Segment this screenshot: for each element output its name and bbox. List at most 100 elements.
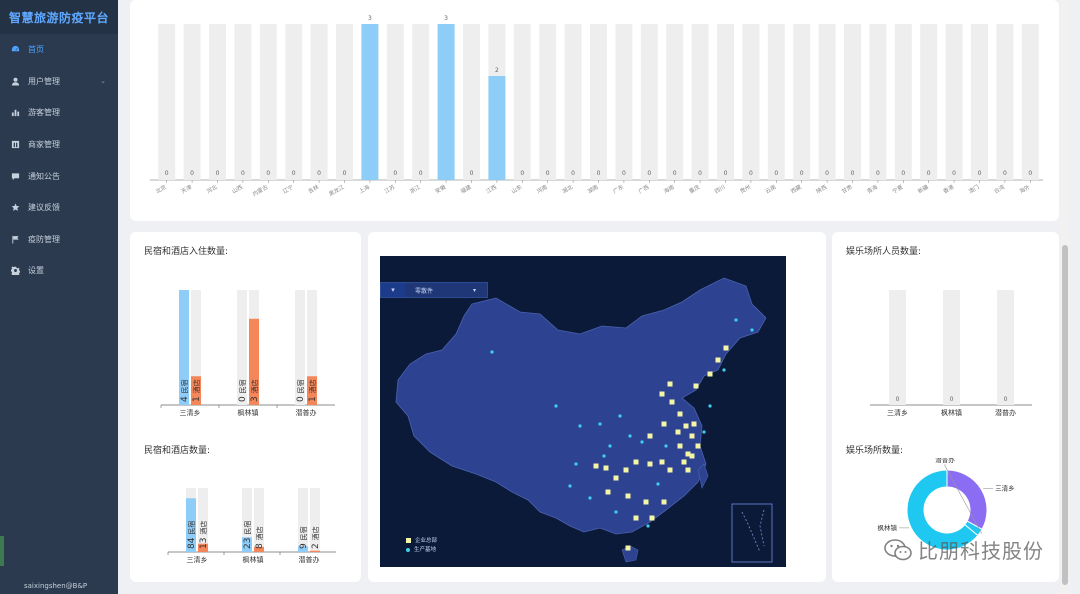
x-tick-label: 海南 [662, 183, 676, 196]
bar-value-label: 0 [266, 170, 270, 177]
footer-user: saixingshen@B&P [24, 582, 88, 590]
legend-item-hq[interactable]: 企业总部 [406, 537, 437, 546]
sidebar-item-1[interactable]: 用户管理 ⌄ [0, 66, 118, 98]
bar-track [209, 24, 226, 180]
sidebar-item-7[interactable]: 设置 [0, 255, 118, 287]
sidebar-item-label: 建议反馈 [28, 203, 60, 213]
dot-marker [578, 424, 582, 428]
message-icon [10, 171, 20, 181]
sidebar-item-6[interactable]: 疫防管理 [0, 224, 118, 256]
map-category-select[interactable]: ▾ 零散件 ▾ [380, 282, 488, 298]
bar-chart-icon [10, 108, 20, 118]
x-tick-label: 云南 [764, 183, 778, 196]
bar-data-label: 4 民宿 [180, 379, 190, 402]
flag-marker [667, 381, 673, 387]
dot-marker [588, 496, 592, 500]
x-tick-label: 海外 [1018, 183, 1032, 196]
entertainment-card: 娱乐场所人员数量: 0 三清乡 0 枫林镇 0 潜普办 娱乐场所数量: 三清乡 潜普办 枫林镇 [832, 232, 1059, 582]
bar-track [945, 24, 963, 180]
bar-value-label: 0 [393, 170, 397, 177]
flag-marker [613, 475, 619, 481]
bar-track [869, 24, 887, 180]
bar-track [997, 290, 1014, 405]
bar-value-label: 0 [901, 170, 905, 177]
user-icon [10, 76, 20, 86]
bar-value-label: 0 [896, 396, 900, 403]
sidebar-item-0[interactable]: 首页 [0, 34, 118, 66]
dot-marker [554, 404, 558, 408]
bar-track [295, 290, 305, 405]
x-tick-label: 河北 [205, 183, 219, 196]
bar [298, 546, 308, 552]
bar-track [666, 24, 684, 180]
bar-track [971, 24, 988, 180]
bar-value-label: 0 [724, 170, 728, 177]
x-tick-label: 广西 [637, 183, 651, 196]
bar-track [234, 24, 252, 180]
x-tick-label: 江西 [485, 183, 498, 195]
flag-marker [605, 489, 611, 495]
bar-data-label: 2 酒店 [311, 526, 321, 549]
flag-marker [675, 429, 681, 435]
sidebar-menu: 首页 用户管理 ⌄ 游客管理商家管理通知公告建议反馈疫防管理 设置 [0, 34, 118, 287]
bar-value-label: 0 [851, 170, 855, 177]
sidebar-item-label: 商家管理 [28, 140, 60, 150]
page-scrollbar[interactable] [1060, 0, 1070, 594]
legend-base-label: 生产基地 [414, 547, 437, 553]
sidebar-item-label: 用户管理 [28, 76, 60, 86]
dot-marker [608, 444, 612, 448]
sidebar-item-4[interactable]: 通知公告 [0, 160, 118, 192]
flag-marker [593, 463, 599, 469]
x-tick-label: 西藏 [789, 183, 803, 196]
bar-data-label: 84 民宿 [187, 521, 197, 549]
dot-marker [664, 444, 668, 448]
bar-value-label: 0 [292, 170, 296, 177]
bar-track [894, 24, 912, 180]
bar-value-label: 0 [876, 170, 880, 177]
bar [179, 290, 189, 405]
bar-data-label: 1 酒店 [308, 379, 318, 402]
flag-marker [677, 443, 683, 449]
flag-marker [643, 499, 649, 505]
legend-item-base[interactable]: 生产基地 [406, 546, 437, 555]
flag-marker [633, 515, 639, 521]
checkin-chart-title: 民宿和酒店入住数量: [144, 247, 229, 257]
flag-marker [689, 453, 695, 459]
dashboard-icon [10, 45, 20, 55]
main-content: 0 北京 0 天津 0 河北 0 山西 0 内蒙古 0 辽宁 0 吉林 0 黑龙江 3 上海 0 江苏 0 浙江 3 安徽 0 福… [118, 0, 1070, 594]
donut-label: 潜普办 [935, 458, 955, 464]
china-map[interactable] [380, 256, 786, 567]
sidebar-item-5[interactable]: 建议反馈 [0, 192, 118, 224]
flag-marker [661, 421, 667, 427]
bar [242, 537, 252, 552]
bar-data-label: 8 酒店 [255, 526, 265, 549]
x-tick-label: 新疆 [916, 183, 930, 196]
bar-track [183, 24, 201, 180]
bar-value-label: 0 [622, 170, 626, 177]
x-tick-label: 贵州 [738, 183, 752, 195]
china-map-panel: ▾ 零散件 ▾ 企业总部 生产基地 [380, 256, 786, 567]
ent-count-title: 娱乐场所数量: [846, 446, 904, 456]
sidebar-item-2[interactable]: 游客管理 [0, 97, 118, 129]
bar-track [307, 290, 317, 405]
dot-marker [750, 328, 754, 332]
bar-track [717, 24, 734, 180]
sidebar-resize-handle[interactable] [0, 536, 4, 566]
bar-value-label: 0 [1028, 170, 1032, 177]
bar-track [412, 24, 430, 180]
flag-marker [683, 423, 689, 429]
checkin-card: 民宿和酒店入住数量: 4 民宿 1 酒店 三清乡 0 民宿 3 酒店 枫林镇 0 民宿 1 酒… [130, 232, 361, 582]
bar-value-label: 0 [546, 170, 550, 177]
bar [310, 550, 320, 552]
flag-marker [707, 371, 713, 377]
bar-value-label: 0 [927, 170, 931, 177]
sidebar-item-3[interactable]: 商家管理 [0, 129, 118, 161]
bar-track [285, 24, 303, 180]
store-icon [10, 140, 20, 150]
bar-track [259, 24, 277, 180]
bar-track [237, 290, 247, 405]
flag-marker [693, 383, 699, 389]
scrollbar-thumb[interactable] [1062, 245, 1068, 585]
dot-marker-icon [406, 547, 410, 552]
